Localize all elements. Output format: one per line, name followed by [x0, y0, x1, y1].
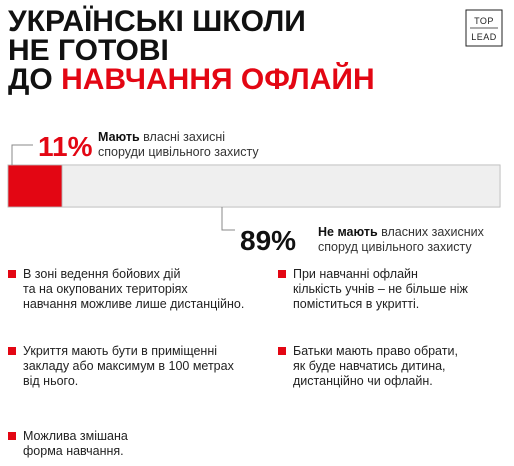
bar-segment	[61, 164, 501, 208]
title-line: УКРАЇНСЬКІ ШКОЛИ	[8, 5, 306, 38]
note-line: закладу або максимум в 100 метрах	[23, 359, 235, 373]
bullet	[278, 270, 286, 278]
note-line: В зоні ведення бойових дій	[23, 267, 180, 281]
note-line: Можлива змішана	[23, 429, 128, 443]
note-line: форма навчання.	[23, 444, 124, 458]
bullet	[8, 347, 16, 355]
title-line: ДО НАВЧАННЯ ОФЛАЙН	[8, 62, 375, 96]
series-label-bold: Не мають	[318, 225, 378, 239]
note-line: та на окупованих територіях	[23, 282, 188, 296]
logo-text: TOP	[474, 16, 494, 26]
note-line: дистанційно чи офлайн.	[293, 374, 433, 388]
note-line: від нього.	[23, 374, 78, 388]
title-prefix: ДО	[8, 63, 53, 96]
note-line: При навчанні офлайн	[293, 267, 418, 281]
series-label-text: власні захисні	[143, 130, 225, 144]
bullet	[8, 270, 16, 278]
title-line: НЕ ГОТОВІ	[8, 34, 169, 67]
value-label: 11%	[38, 131, 93, 162]
note-line: Укриття мають бути в приміщенні	[23, 344, 217, 358]
series-label-bold: Мають	[98, 130, 140, 144]
series-label-text: власних захисних	[381, 225, 485, 239]
note-line: як буде навчатись дитина,	[293, 359, 446, 373]
note-line: поміститься в укритті.	[293, 297, 419, 311]
series-label: споруди цивільного захисту	[98, 145, 259, 159]
callout-line	[221, 207, 235, 231]
note-line: навчання можливе лише дистанційно.	[23, 297, 244, 311]
logo-text: LEAD	[471, 32, 497, 42]
value-label: 89%	[240, 225, 296, 256]
series-label: споруд цивільного захисту	[318, 240, 472, 254]
note-line: кількість учнів – не більше ніж	[293, 282, 468, 296]
note-line: Батьки мають право обрати,	[293, 344, 458, 358]
series-label: Не мають власних захисних	[318, 225, 485, 239]
title-highlight: НАВЧАННЯ ОФЛАЙН	[61, 62, 375, 96]
series-label: Мають власні захисні	[98, 130, 225, 144]
callout-line	[11, 144, 33, 165]
bullet	[278, 347, 286, 355]
bullet	[8, 432, 16, 440]
bar-segment	[7, 164, 63, 208]
logo-box	[465, 9, 503, 47]
